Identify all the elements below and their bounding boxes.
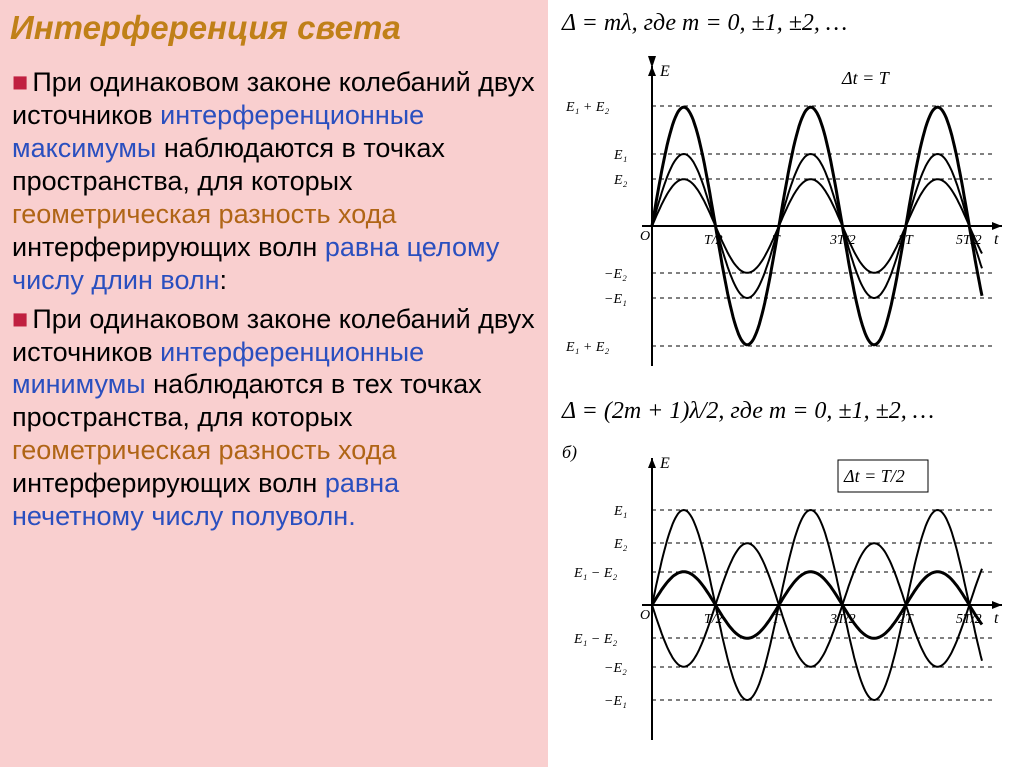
yl: E₁ — [613, 504, 627, 519]
paragraph-maximum: ■При одинаковом законе колебаний двух ис… — [12, 66, 536, 297]
left-text-panel: ■При одинаковом законе колебаний двух ис… — [0, 56, 548, 767]
diagram-constructive: E t O E₁ + E₂ E₁ E₂ −E₂ −E₁ E₁ + E — [562, 56, 1012, 376]
p1g: : — [220, 265, 228, 295]
yl: E₁ — [613, 148, 627, 163]
yl: E₁ + E₂ — [565, 100, 609, 115]
yl: E₁ − E₂ — [573, 632, 617, 647]
x-axis-label: t — [994, 610, 999, 627]
wave-plot-2: б) E t O E₁ E₂ E₁ − E₂ — [562, 440, 1012, 750]
bullet-icon: ■ — [12, 304, 28, 334]
delta-note: Δt = T — [841, 68, 891, 88]
y-axis-label: E — [659, 63, 670, 80]
p1e: интерферирующих волн — [12, 232, 325, 262]
wave-plot-1: E t O E₁ + E₂ E₁ E₂ −E₂ −E₁ E₁ + E — [562, 56, 1012, 376]
yl: −E₁ — [604, 292, 627, 307]
formula-minimum: Δ = (2m + 1)λ/2, где m = 0, ±1, ±2, … — [562, 398, 934, 425]
bullet-icon: ■ — [12, 67, 28, 97]
page-title: Интерференция света — [10, 9, 401, 47]
yl: −E₁ — [604, 694, 627, 709]
origin-label: O — [640, 608, 650, 623]
p1d: геометрическая разность хода — [12, 199, 396, 229]
paragraph-minimum: ■При одинаковом законе колебаний двух ис… — [12, 303, 536, 534]
diagram-destructive: б) E t O E₁ E₂ E₁ − E₂ — [562, 440, 1012, 750]
p2d: геометрическая разность хода — [12, 435, 396, 465]
delta-note: Δt = T/2 — [843, 466, 905, 486]
yl: E₂ — [613, 537, 628, 552]
p2e: интерферирующих волн — [12, 468, 325, 498]
yl: E₁ + E₂ — [565, 340, 609, 355]
yl: −E₂ — [604, 267, 627, 282]
page: Интерференция света ■При одинаковом зако… — [0, 0, 1024, 767]
yl: −E₂ — [604, 661, 627, 676]
yl: E₂ — [613, 173, 628, 188]
x-axis-label: t — [994, 231, 999, 248]
formula-maximum: Δ = mλ, где m = 0, ±1, ±2, … — [562, 10, 847, 37]
right-column: Δ = mλ, где m = 0, ±1, ±2, … Δ = (2m + 1… — [548, 0, 1024, 767]
panel-letter: б) — [562, 442, 577, 463]
yl: E₁ − E₂ — [573, 566, 617, 581]
y-axis-label: E — [659, 455, 670, 472]
origin-label: O — [640, 229, 650, 244]
